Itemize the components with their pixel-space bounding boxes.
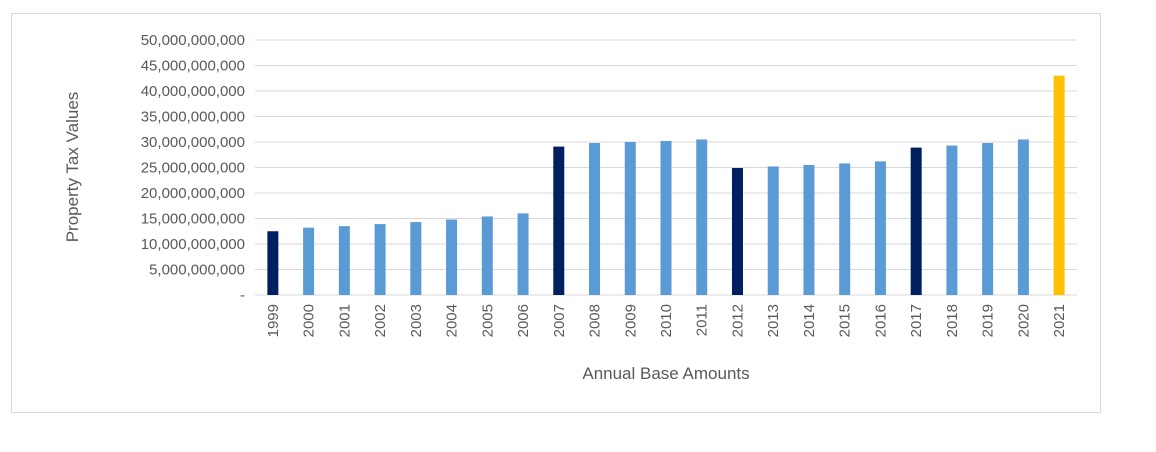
- bar-2017: [910, 147, 922, 295]
- x-tick-label: 2008: [587, 304, 604, 337]
- bar-2020: [1017, 139, 1029, 295]
- x-tick-label: 2004: [444, 304, 461, 337]
- bar-2015: [839, 163, 851, 295]
- y-axis-ticks: - 5,000,000,000 10,000,000,000 15,000,000,0…: [141, 32, 245, 304]
- x-tick-label: 2010: [658, 304, 675, 337]
- x-axis-title: Annual Base Amounts: [582, 364, 749, 383]
- bar-2016: [874, 161, 886, 295]
- bar-2001: [338, 226, 350, 295]
- y-tick-label: 10,000,000,000: [141, 236, 245, 253]
- bar-2008: [589, 143, 601, 295]
- x-tick-label: 2019: [980, 304, 997, 337]
- x-axis-ticks: 1999 2000 2001 2002 2003 2004 2005 2006 2007 2008…: [265, 304, 1068, 337]
- x-tick-label: 2002: [372, 304, 389, 337]
- x-tick-label: 2001: [336, 304, 353, 337]
- x-tick-label: 2015: [837, 304, 854, 337]
- x-tick-label: 2017: [908, 304, 925, 337]
- y-tick-label: 45,000,000,000: [141, 58, 245, 75]
- bar-chart: - 5,000,000,000 10,000,000,000 15,000,000,0…: [63, 32, 1077, 383]
- x-tick-label: 2005: [479, 304, 496, 337]
- bar-2021: [1053, 75, 1065, 295]
- bar-2019: [982, 143, 994, 295]
- y-tick-label: 50,000,000,000: [141, 32, 245, 49]
- bar-2018: [946, 145, 958, 295]
- x-tick-label: 2003: [408, 304, 425, 337]
- bar-2010: [660, 140, 672, 295]
- y-tick-label: 20,000,000,000: [141, 185, 245, 202]
- bar-2011: [696, 139, 708, 295]
- bar-2013: [767, 166, 779, 295]
- chart-frame: - 5,000,000,000 10,000,000,000 15,000,000,0…: [11, 13, 1101, 413]
- x-tick-label: 2000: [301, 304, 318, 337]
- bar-2000: [303, 227, 315, 295]
- x-tick-label: 2021: [1051, 304, 1068, 337]
- y-tick-label: 40,000,000,000: [141, 83, 245, 100]
- y-axis-title: Property Tax Values: [63, 92, 82, 243]
- x-tick-label: 2016: [872, 304, 889, 337]
- bar-2006: [517, 213, 529, 295]
- y-tick-label: 35,000,000,000: [141, 109, 245, 126]
- bar-2003: [410, 222, 422, 295]
- bar-2012: [731, 168, 743, 295]
- x-tick-label: 2020: [1015, 304, 1032, 337]
- x-tick-label: 2013: [765, 304, 782, 337]
- bar-2014: [803, 164, 815, 295]
- bar-1999: [267, 231, 279, 295]
- x-tick-label: 2014: [801, 304, 818, 337]
- bar-2005: [481, 216, 493, 295]
- bar-2004: [446, 219, 458, 295]
- x-tick-label: 2006: [515, 304, 532, 337]
- bars: [267, 75, 1065, 295]
- bar-2007: [553, 146, 565, 295]
- x-tick-label: 2007: [551, 304, 568, 337]
- x-tick-label: 2009: [622, 304, 639, 337]
- y-tick-label: 15,000,000,000: [141, 211, 245, 228]
- x-tick-label: 1999: [265, 304, 282, 337]
- x-tick-label: 2011: [694, 304, 711, 336]
- x-tick-label: 2018: [944, 304, 961, 337]
- y-tick-label: 5,000,000,000: [149, 262, 245, 279]
- y-tick-label: 30,000,000,000: [141, 134, 245, 151]
- x-tick-label: 2012: [729, 304, 746, 337]
- bar-2009: [624, 142, 636, 295]
- y-tick-label: 25,000,000,000: [141, 160, 245, 177]
- bar-2002: [374, 224, 386, 295]
- y-tick-label: -: [240, 287, 245, 304]
